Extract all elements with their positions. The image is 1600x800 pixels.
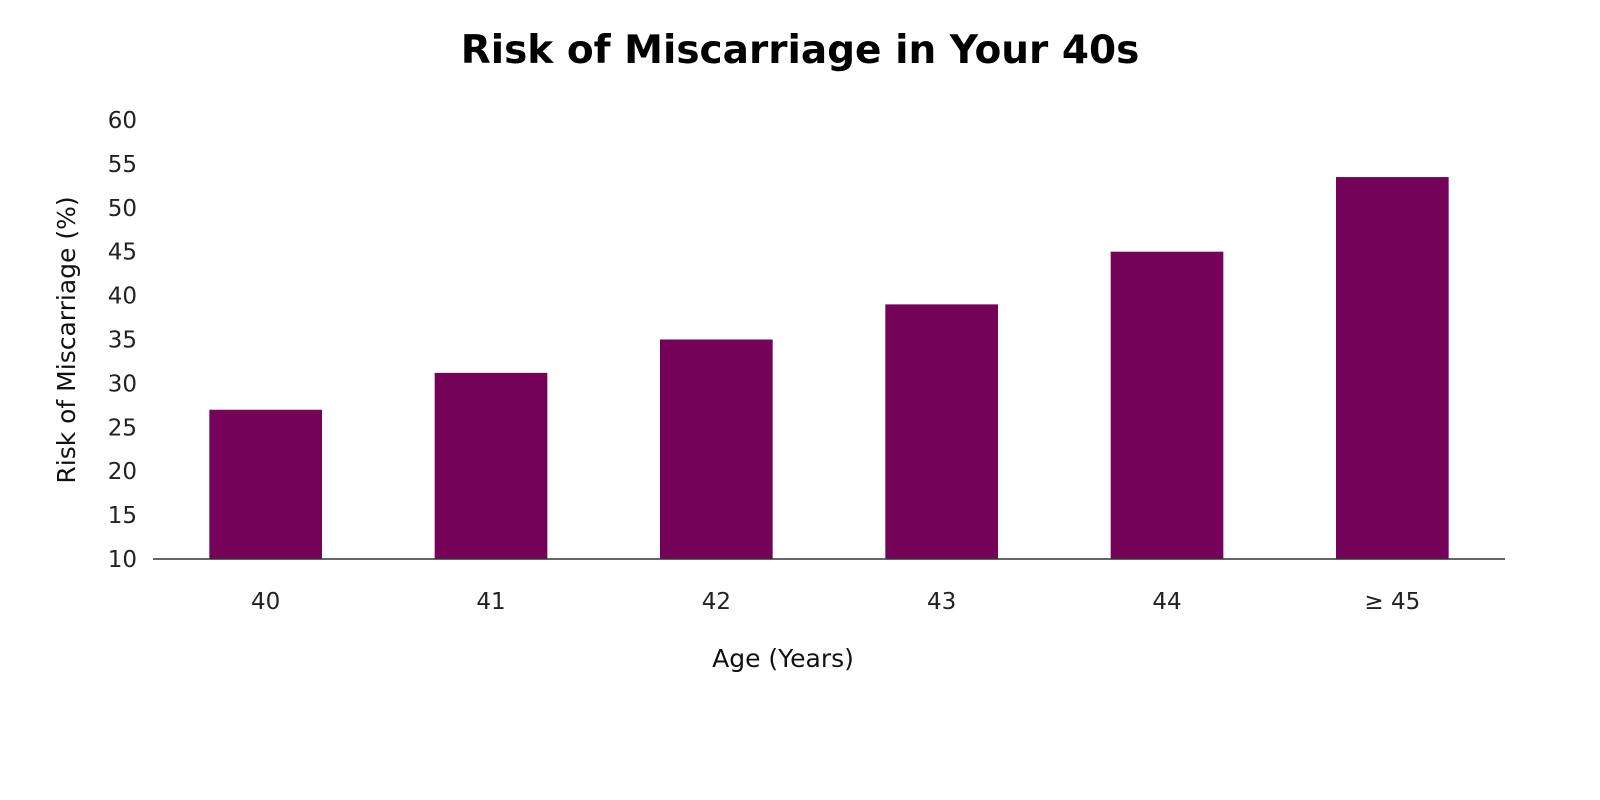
y-tick-label: 35: [108, 328, 137, 354]
x-tick-label: ≥ 45: [1364, 589, 1420, 615]
y-tick-label: 30: [108, 371, 137, 397]
y-tick-label: 55: [108, 152, 137, 178]
y-tick-label: 45: [108, 240, 137, 266]
y-axis-title: Risk of Miscarriage (%): [52, 196, 81, 483]
bar: [434, 372, 548, 559]
chart-title: Risk of Miscarriage in Your 40s: [460, 28, 1140, 73]
x-axis-title: Age (Years): [712, 644, 854, 673]
bar: [660, 339, 773, 559]
y-tick-label: 20: [108, 459, 137, 485]
y-tick-label: 50: [108, 196, 137, 222]
x-tick-label: 41: [476, 589, 505, 615]
x-axis-ticks: 40 41 42 43 44 ≥ 45: [251, 589, 1420, 615]
bar: [209, 409, 322, 559]
y-tick-label: 10: [108, 547, 137, 573]
y-tick-label: 60: [108, 108, 137, 134]
bars: [209, 177, 1449, 559]
x-tick-label: 40: [251, 589, 280, 615]
y-tick-label: 40: [108, 284, 137, 310]
y-axis-ticks: 10 15 20 25 30 35 40 45 50 55 60: [108, 108, 137, 573]
x-tick-label: 43: [927, 589, 956, 615]
bar: [885, 304, 998, 559]
bar: [1110, 251, 1224, 559]
y-tick-label: 15: [108, 503, 137, 529]
x-tick-label: 42: [702, 589, 731, 615]
y-tick-label: 25: [108, 415, 137, 441]
x-tick-label: 44: [1152, 589, 1181, 615]
bar: [1336, 177, 1449, 559]
